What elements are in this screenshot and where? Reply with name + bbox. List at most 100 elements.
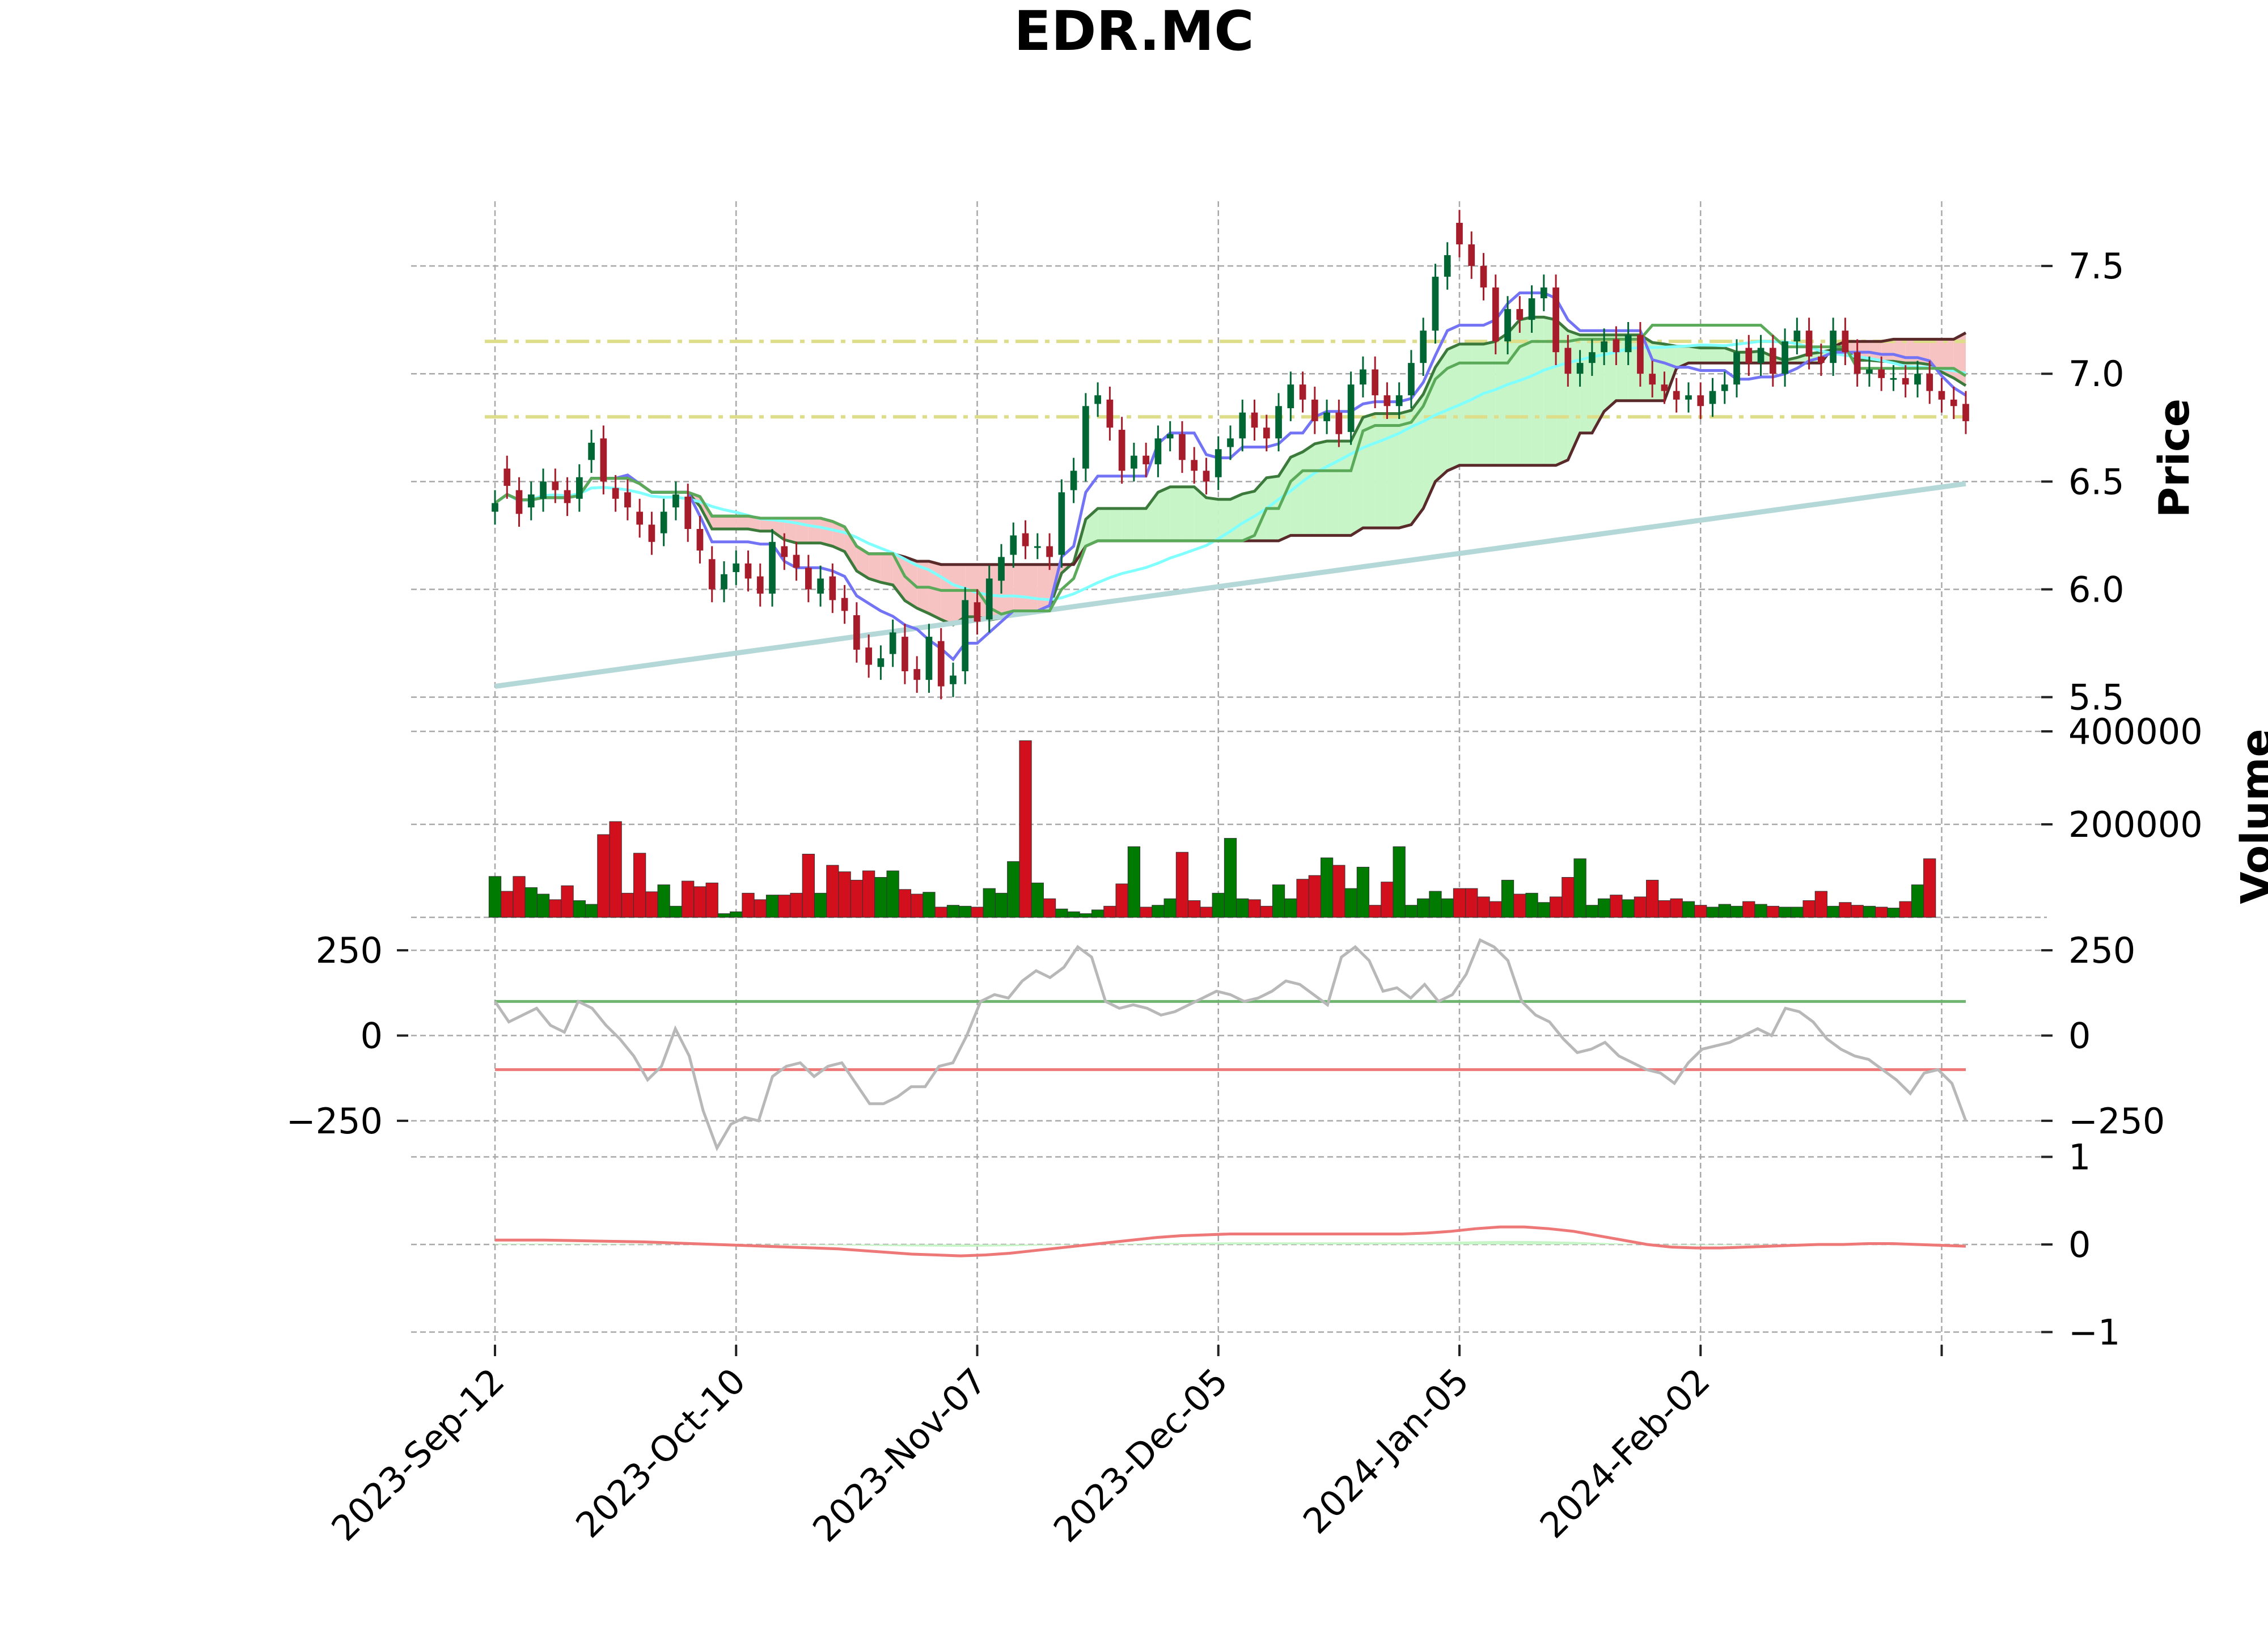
volume-bar [1754, 904, 1767, 918]
volume-bar [850, 879, 863, 918]
cloud-bearish-segment [712, 516, 724, 529]
candle-body [1468, 244, 1475, 266]
grid-layer [411, 201, 2047, 1352]
candle-body [1757, 348, 1765, 363]
candle-body [1408, 363, 1415, 396]
volume-bar [1537, 902, 1550, 918]
candle-body [1360, 369, 1366, 385]
volume-bar [645, 891, 658, 918]
oscillator-line [493, 938, 1967, 1151]
volume-bar [1224, 838, 1237, 918]
volume-bar [898, 889, 912, 918]
candle-body [684, 496, 692, 529]
candle-body [1589, 352, 1596, 363]
volume-bar [1778, 907, 1792, 918]
candle-body [817, 578, 824, 594]
candle-body [985, 578, 993, 620]
candle-body [974, 602, 981, 622]
volume-bar [1489, 901, 1502, 918]
candle-body [612, 488, 619, 499]
macd-layer [495, 1225, 1966, 1258]
macd-histogram [495, 1241, 1966, 1247]
volume-bar [1598, 898, 1611, 918]
span-a-line [494, 315, 1967, 627]
cloud-bullish-segment [1194, 486, 1207, 541]
oscillator-layer [493, 938, 1967, 1151]
volume-bar [488, 876, 502, 918]
candle-body [1661, 384, 1668, 391]
candle-body [1733, 352, 1740, 385]
cloud-bullish-segment [1254, 477, 1267, 541]
volume-bar [1236, 898, 1249, 918]
candle-body [1528, 298, 1535, 320]
candle-body [1395, 395, 1403, 407]
candle-body [1383, 395, 1391, 407]
volume-bar [1248, 899, 1261, 918]
volume-bar [1646, 879, 1659, 918]
cloud-bearish-segment [808, 518, 821, 543]
x-tick-label: 2023-Nov-07 [805, 1360, 995, 1550]
candle-body [1902, 378, 1909, 385]
cloud-bullish-segment [1363, 413, 1376, 528]
x-tick-label: 2024-Feb-02 [1532, 1360, 1718, 1546]
cloud-bullish-segment [1230, 494, 1243, 541]
price-axis-label: Price [2150, 399, 2199, 518]
cloud-bullish-segment [1483, 341, 1496, 465]
candle-body [1492, 287, 1499, 342]
candle-body [1239, 412, 1246, 439]
candle-body [1914, 374, 1921, 385]
volume-bar [513, 876, 526, 918]
volume-bar [573, 900, 586, 918]
x-tick-label: 2023-Oct-10 [568, 1360, 754, 1546]
candle-body [552, 481, 559, 490]
cloud-bullish-segment [1110, 508, 1122, 541]
volume-bar [1429, 891, 1442, 918]
volume-bar [1501, 879, 1514, 918]
candle-body [1143, 455, 1150, 464]
cloud-bullish-segment [1218, 499, 1230, 541]
volume-bar [826, 865, 839, 918]
volume-bar [1019, 740, 1032, 918]
candle-body [1203, 471, 1210, 482]
volume-bar [1175, 852, 1189, 918]
candle-body [1287, 384, 1294, 409]
candle-body [1830, 331, 1837, 363]
cloud-bearish-segment [941, 564, 953, 625]
candle-body [793, 554, 800, 568]
y-tick-label: 6.0 [2068, 569, 2125, 610]
volume-bar [971, 907, 984, 918]
candle-body [588, 442, 595, 460]
candle-body [756, 576, 764, 594]
candle-body [503, 468, 511, 486]
candle-body [1263, 427, 1270, 439]
y-tick-label: −250 [286, 1100, 383, 1142]
candle-body [1540, 287, 1547, 299]
volume-bar [717, 913, 731, 918]
tenkan-line [494, 291, 1967, 662]
cloud-bullish-segment [1327, 441, 1339, 536]
cloud-bullish-segment [1098, 508, 1110, 541]
volume-bar [911, 894, 924, 918]
volume-bar [765, 895, 779, 918]
volume-bar [778, 895, 791, 918]
y-tick-label: 5.5 [2068, 677, 2125, 718]
cloud-bullish-segment [1520, 317, 1532, 465]
candle-body [1070, 471, 1077, 490]
candle-body [1094, 395, 1101, 404]
kijun-line [494, 324, 1967, 616]
candle-body [1275, 406, 1282, 439]
y-tick-label: 0 [2068, 1015, 2091, 1057]
candle-body [1311, 399, 1318, 421]
cloud-bearish-segment [1037, 564, 1050, 611]
volume-bar [1791, 907, 1804, 918]
volume-bar [1477, 896, 1490, 918]
cloud-bearish-segment [736, 516, 748, 529]
volume-bar [693, 886, 706, 918]
volume-bar [1152, 905, 1165, 918]
volume-bar [959, 905, 972, 918]
volume-bar [1055, 908, 1068, 918]
cloud-bullish-segment [1700, 348, 1713, 363]
volume-bar [1453, 888, 1466, 918]
candle-body [600, 438, 607, 482]
volume-bar [1911, 884, 1924, 918]
